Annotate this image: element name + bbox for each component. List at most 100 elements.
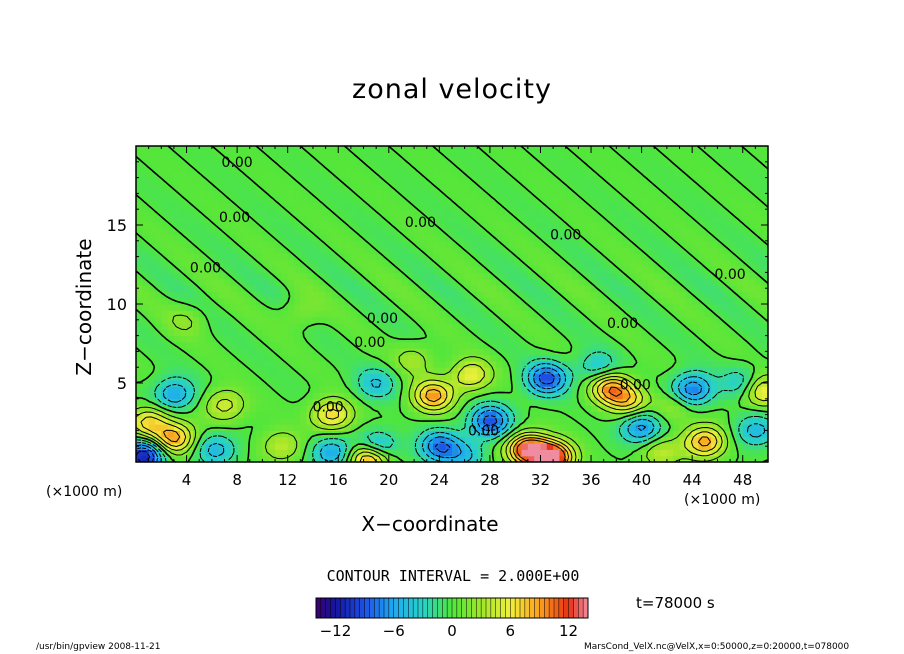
- heatmap-cell: [433, 341, 440, 349]
- heatmap-cell: [559, 341, 567, 349]
- heatmap-cell: [426, 183, 434, 191]
- heatmap-cell: [742, 398, 750, 406]
- heatmap-cell: [426, 240, 434, 248]
- heatmap-cell: [610, 240, 617, 248]
- heatmap-cell: [426, 354, 434, 362]
- heatmap-cell: [167, 386, 175, 394]
- heatmap-cell: [211, 272, 219, 280]
- heatmap-cell: [211, 348, 219, 356]
- heatmap-cell: [610, 228, 617, 236]
- heatmap-cell: [344, 373, 352, 381]
- heatmap-cell: [527, 455, 535, 462]
- heatmap-cell: [357, 455, 365, 462]
- heatmap-cell: [192, 215, 200, 223]
- heatmap-cell: [736, 146, 744, 153]
- heatmap-cell: [470, 209, 478, 217]
- heatmap-cell: [553, 196, 561, 204]
- heatmap-cell: [294, 146, 301, 153]
- heatmap-cell: [344, 386, 352, 394]
- heatmap-cell: [534, 436, 542, 444]
- heatmap-cell: [647, 405, 655, 413]
- heatmap-cell: [673, 360, 681, 368]
- heatmap-cell: [698, 285, 706, 292]
- heatmap-cell: [319, 316, 327, 324]
- heatmap-cell: [673, 234, 681, 242]
- heatmap-cell: [559, 392, 567, 400]
- heatmap-cell: [300, 373, 308, 381]
- heatmap-cell: [742, 278, 750, 286]
- heatmap-cell: [376, 158, 384, 166]
- heatmap-cell: [553, 278, 561, 286]
- heatmap-cell: [376, 392, 384, 400]
- heatmap-cell: [186, 190, 194, 198]
- heatmap-cell: [496, 177, 504, 185]
- heatmap-cell: [477, 417, 485, 425]
- heatmap-cell: [742, 215, 750, 223]
- heatmap-cell: [369, 278, 377, 286]
- heatmap-cell: [452, 221, 459, 229]
- heatmap-cell: [218, 285, 226, 292]
- heatmap-cell: [281, 202, 289, 210]
- heatmap-cell: [382, 234, 390, 242]
- heatmap-cell: [426, 278, 434, 286]
- heatmap-cell: [312, 316, 320, 324]
- heatmap-cell: [647, 215, 655, 223]
- heatmap-cell: [230, 417, 238, 425]
- heatmap-cell: [660, 354, 668, 362]
- heatmap-cell: [502, 240, 510, 248]
- heatmap-cell: [565, 417, 573, 425]
- heatmap-cell: [382, 424, 390, 431]
- heatmap-cell: [755, 386, 763, 394]
- heatmap-cell: [249, 386, 257, 394]
- heatmap-cell: [698, 209, 706, 217]
- heatmap-cell: [331, 171, 339, 179]
- heatmap-cell: [483, 392, 491, 400]
- heatmap-cell: [565, 329, 573, 337]
- heatmap-cell: [167, 373, 175, 381]
- heatmap-cell: [597, 253, 605, 261]
- heatmap-cell: [610, 443, 617, 450]
- heatmap-cell: [692, 348, 700, 356]
- heatmap-cell: [641, 278, 649, 286]
- heatmap-cell: [407, 285, 415, 292]
- heatmap-cell: [730, 392, 737, 400]
- heatmap-cell: [344, 424, 352, 431]
- heatmap-cell: [458, 202, 466, 210]
- heatmap-cell: [388, 405, 396, 413]
- heatmap-cell: [755, 449, 763, 457]
- heatmap-cell: [312, 209, 320, 217]
- heatmap-cell: [496, 354, 504, 362]
- heatmap-cell: [401, 215, 409, 223]
- heatmap-cell: [445, 202, 453, 210]
- heatmap-cell: [723, 253, 731, 261]
- heatmap-cell: [426, 392, 434, 400]
- heatmap-cell: [610, 449, 617, 457]
- heatmap-cell: [237, 247, 245, 255]
- heatmap-cell: [281, 266, 289, 273]
- heatmap-cell: [749, 158, 756, 166]
- heatmap-cell: [439, 171, 447, 179]
- heatmap-cell: [610, 171, 617, 179]
- heatmap-cell: [287, 146, 295, 153]
- heatmap-cell: [382, 417, 390, 425]
- heatmap-cell: [281, 177, 289, 185]
- heatmap-cell: [433, 322, 440, 330]
- heatmap-cell: [281, 215, 289, 223]
- heatmap-cell: [628, 430, 636, 438]
- heatmap-cell: [211, 316, 219, 324]
- heatmap-cell: [572, 411, 579, 419]
- heatmap-cell: [249, 291, 257, 299]
- heatmap-cell: [692, 354, 700, 362]
- heatmap-cell: [287, 247, 295, 255]
- heatmap-cell: [597, 310, 605, 318]
- heatmap-cell: [610, 417, 617, 425]
- heatmap-cell: [136, 386, 143, 394]
- heatmap-cell: [698, 297, 706, 305]
- heatmap-cell: [546, 436, 554, 444]
- heatmap-cell: [711, 253, 719, 261]
- heatmap-cell: [148, 221, 156, 229]
- heatmap-cell: [243, 405, 251, 413]
- heatmap-cell: [584, 278, 592, 286]
- heatmap-cell: [205, 411, 213, 419]
- heatmap-cell: [312, 266, 320, 273]
